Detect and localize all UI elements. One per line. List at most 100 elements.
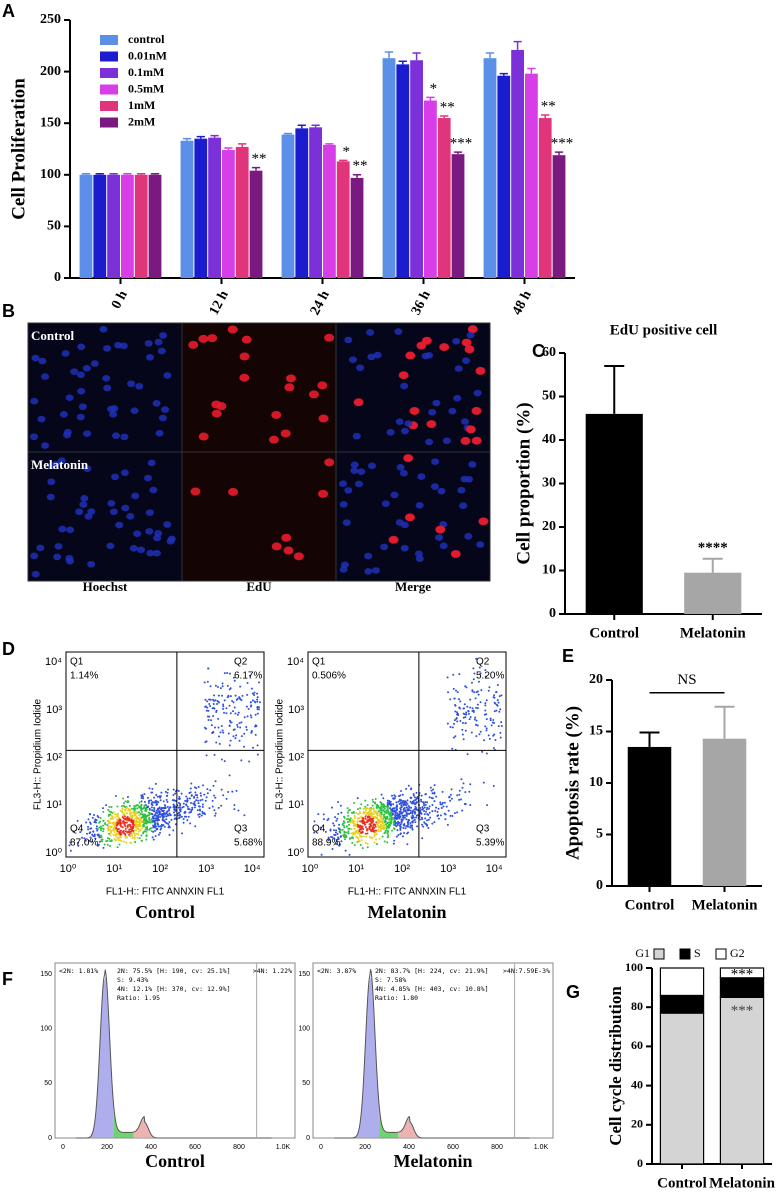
event — [116, 846, 119, 849]
event — [94, 837, 97, 840]
event — [389, 812, 392, 815]
event — [104, 822, 107, 825]
event — [359, 824, 362, 827]
event — [141, 827, 144, 830]
event — [90, 840, 93, 843]
nucleus — [368, 462, 377, 470]
event — [386, 841, 389, 844]
nucleus — [111, 432, 120, 440]
event — [107, 819, 110, 822]
event — [411, 814, 414, 817]
event — [196, 809, 199, 812]
event — [361, 847, 364, 850]
event — [352, 833, 355, 836]
event — [474, 716, 477, 719]
significance: *** — [551, 136, 574, 152]
error-bar — [554, 151, 564, 156]
nucleus — [357, 468, 366, 475]
event — [475, 723, 478, 726]
event — [488, 686, 491, 689]
event — [476, 724, 479, 727]
event — [215, 709, 218, 712]
event — [361, 819, 364, 822]
event — [375, 833, 378, 836]
event — [497, 701, 500, 704]
event — [488, 737, 491, 740]
event — [114, 839, 117, 842]
event — [357, 826, 360, 829]
y-tick-label: 20 — [589, 672, 603, 687]
event — [399, 832, 402, 835]
x-tick-label: 10¹ — [106, 863, 122, 875]
event — [339, 835, 342, 838]
nucleus — [339, 566, 348, 573]
event — [407, 818, 410, 821]
event — [240, 735, 243, 738]
event — [326, 819, 329, 822]
event — [366, 804, 369, 807]
event — [475, 719, 478, 722]
nucleus — [153, 534, 162, 542]
event — [228, 672, 231, 675]
y-axis-label: Cell proportion (%) — [513, 402, 534, 564]
event — [140, 810, 143, 813]
error-bar — [182, 137, 192, 141]
event — [482, 781, 485, 784]
event — [126, 826, 129, 829]
event — [421, 837, 424, 840]
event — [206, 788, 209, 791]
event — [405, 818, 408, 821]
event — [214, 812, 217, 815]
event — [198, 805, 201, 808]
event — [455, 717, 458, 720]
event — [243, 732, 246, 735]
error-bar — [109, 173, 118, 175]
bar — [323, 144, 336, 278]
event — [181, 832, 184, 835]
event — [360, 825, 363, 828]
event — [402, 807, 405, 810]
event — [402, 803, 405, 806]
y-tick-label: 50 — [542, 389, 556, 404]
event — [341, 828, 344, 831]
event — [155, 793, 158, 796]
bar — [79, 174, 93, 278]
event — [364, 826, 367, 829]
event — [387, 833, 390, 836]
event — [125, 841, 128, 844]
event — [383, 813, 386, 816]
event — [377, 824, 380, 827]
event — [485, 752, 488, 755]
event — [221, 729, 224, 732]
x-tick-label: 10¹ — [348, 863, 364, 875]
event — [128, 833, 131, 836]
event — [393, 807, 396, 810]
legend-swatch — [100, 68, 118, 78]
event — [89, 821, 92, 824]
event — [121, 811, 124, 814]
event — [250, 730, 253, 733]
stat-label: 2N: 83.7% [H: 224, cv: 21.9%] — [375, 967, 489, 975]
event — [217, 726, 220, 729]
event — [330, 806, 333, 809]
event — [499, 736, 502, 739]
x-tick-label: 1.0K — [534, 1144, 549, 1151]
event — [141, 820, 144, 823]
event — [109, 822, 112, 825]
event — [145, 819, 148, 822]
event — [136, 812, 139, 815]
event — [485, 713, 488, 716]
nucleus — [439, 542, 448, 550]
event — [250, 731, 253, 734]
event — [401, 811, 404, 814]
event — [479, 730, 482, 733]
event — [186, 797, 189, 800]
edu-cell — [318, 489, 329, 498]
nucleus — [58, 525, 67, 533]
event — [147, 811, 150, 814]
event — [236, 723, 239, 726]
event — [228, 744, 231, 747]
error-bar — [485, 52, 495, 59]
event — [130, 833, 133, 836]
